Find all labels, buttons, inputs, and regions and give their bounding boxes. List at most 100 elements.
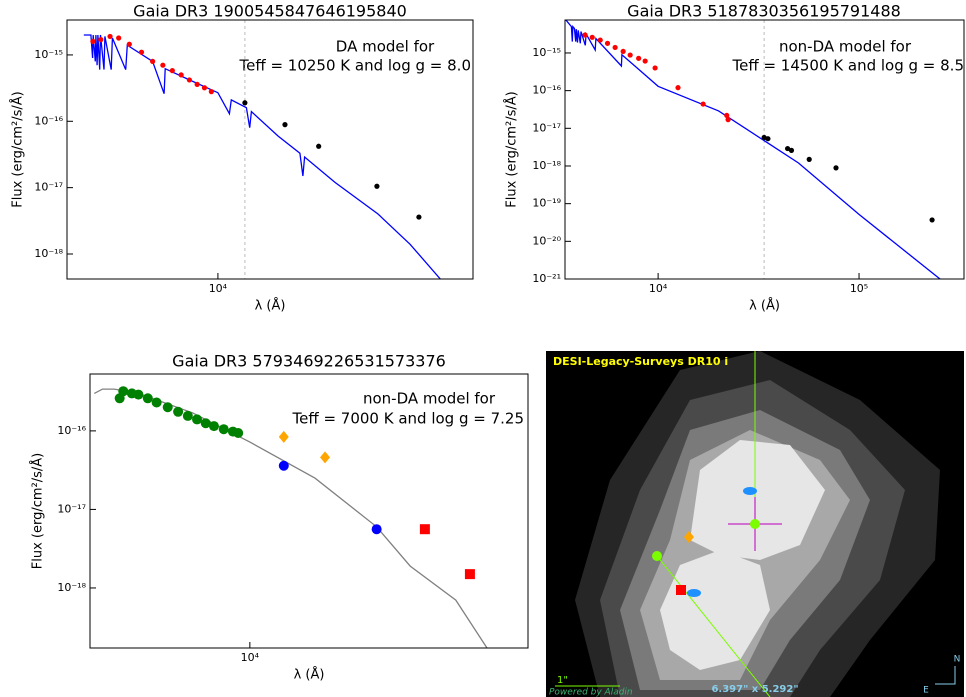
photometry-point [202,85,207,90]
y-tick-label: 10⁻¹⁸ [34,247,63,260]
photometry-point [833,165,838,170]
photometry-point [605,41,610,46]
photometry-point [195,82,200,87]
photometry-point [420,524,430,534]
compass-north: N [954,655,961,665]
image-title: DESI-Legacy-Surveys DR10 i [553,355,728,368]
photometry-point [374,184,379,189]
photometry-point [279,461,289,471]
y-tick-label: 10⁻¹⁵ [34,48,63,61]
x-tick-label: 10⁴ [649,282,668,295]
photometry-point [116,35,121,40]
y-tick-label: 10⁻²⁰ [532,234,561,247]
target-marker [750,519,760,529]
photometry-point [675,85,680,90]
x-tick-label: 10⁵ [850,282,868,295]
photometry-point [652,65,657,70]
x-axis-label: λ (Å) [294,667,325,683]
photometry-point [372,524,382,534]
photometry-point [582,32,587,37]
sky-image-panel: DESI-Legacy-Surveys DR10 i 1" Powered by… [546,351,964,697]
photometry-point [621,49,626,54]
chart-title: Gaia DR3 1900545847646195840 [133,2,407,21]
target-marker [652,551,662,561]
photometry-point [183,411,193,421]
photometry-point [242,100,247,105]
y-tick-label: 10⁻¹⁶ [532,84,561,97]
x-axis-label: λ (Å) [749,298,780,314]
photometry-point [465,569,475,579]
photometry-point [701,101,706,106]
photometry-point [107,34,112,39]
annotation: Teff = 7000 K and log g = 7.25 [292,410,524,428]
photometry-point [765,136,770,141]
annotation: non-DA model for [779,38,912,56]
photometry-point [282,122,287,127]
y-tick-label: 10⁻¹⁶ [34,114,63,127]
photometry-point [929,217,934,222]
y-tick-label: 10⁻¹⁹ [532,197,561,210]
photometry-point [725,117,730,122]
x-tick-label: 10⁴ [209,282,228,295]
y-tick-label: 10⁻¹⁶ [57,424,86,437]
photometry-point [133,390,143,400]
photometry-point [163,402,173,412]
photometry-point [152,397,162,407]
photometry-point [187,77,192,82]
chart-title: Gaia DR3 5793469226531573376 [172,352,446,371]
y-tick-label: 10⁻²¹ [532,272,561,285]
photometry-point [598,37,603,42]
photometry-point [807,157,812,162]
photometry-point [179,72,184,77]
y-tick-label: 10⁻¹⁷ [57,502,86,515]
photometry-point [98,37,103,42]
y-tick-label: 10⁻¹⁸ [57,581,86,594]
y-axis-label: Flux (erg/cm²/s/Å) [504,91,520,208]
photometry-point [636,56,641,61]
y-tick-label: 10⁻¹⁵ [532,46,561,59]
source-marker [687,589,701,597]
photometry-point [316,144,321,149]
photometry-point [219,424,229,434]
x-tick-label: 10⁴ [241,651,260,664]
x-axis-label: λ (Å) [255,298,286,314]
photometry-point [416,214,421,219]
photometry-point [628,52,633,57]
photometry-point [279,431,289,443]
source-marker [676,585,686,595]
model-line [94,389,487,648]
photometry-point [209,89,214,94]
annotation: Teff = 14500 K and log g = 8.5 [732,57,964,75]
photometry-point [139,50,144,55]
credit: Powered by Aladin [549,688,633,697]
photometry-point [170,68,175,73]
photometry-point [789,148,794,153]
field-of-view: 6.397" x 5.292" [711,684,798,695]
source-marker [743,487,757,495]
photometry-point [590,35,595,40]
photometry-point [320,451,330,463]
photometry-point [643,58,648,63]
photometry-point [209,421,219,431]
y-tick-label: 10⁻¹⁸ [532,159,561,172]
y-axis-label: Flux (erg/cm²/s/Å) [30,453,46,570]
photometry-point [118,386,128,396]
y-tick-label: 10⁻¹⁷ [532,121,561,134]
figure: DESI-Legacy-Surveys DR10 i 1" Powered by… [0,0,966,697]
y-tick-label: 10⁻¹⁷ [34,181,63,194]
compass-east: E [923,686,929,696]
photometry-point [233,428,243,438]
photometry-point [90,39,95,44]
annotation: Teff = 10250 K and log g = 8.0 [239,57,471,75]
photometry-point [173,407,183,417]
photometry-point [160,63,165,68]
photometry-point [127,42,132,47]
photometry-point [613,45,618,50]
photometry-point [143,393,153,403]
y-axis-label: Flux (erg/cm²/s/Å) [10,91,26,208]
photometry-point [192,414,202,424]
scale-label: 1" [557,675,568,686]
photometry-point [150,59,155,64]
chart-title: Gaia DR3 5187830356195791488 [627,2,901,21]
annotation: non-DA model for [363,390,496,408]
